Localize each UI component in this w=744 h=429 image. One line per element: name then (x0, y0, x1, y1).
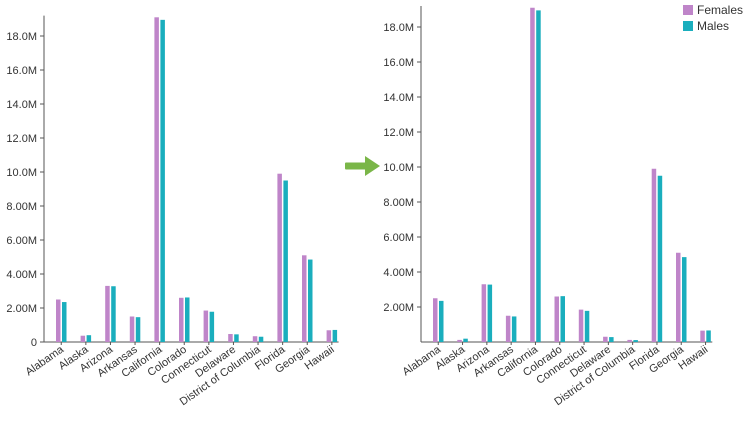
y-tick-label: 10.0M (6, 167, 37, 179)
bar-females-connecticut (203, 310, 209, 342)
bar-males-district-of-columbia (633, 340, 638, 342)
y-tick-label: 4.00M (383, 267, 414, 279)
bar-females-connecticut (578, 309, 584, 342)
bar-males-arkansas (135, 317, 141, 342)
bar-females-florida (651, 168, 657, 342)
bar-males-california (160, 19, 165, 342)
bar-females-alaska (80, 335, 86, 342)
bar-males-hawaii (332, 329, 338, 342)
bar-males-district-of-columbia (258, 336, 264, 342)
bar-females-arizona (481, 284, 487, 342)
bar-females-delaware (603, 336, 608, 342)
bar-males-florida (657, 175, 663, 342)
bar-males-arizona (111, 286, 116, 342)
legend-swatch-males (683, 21, 693, 31)
chart-legend: Females Males (683, 3, 743, 33)
bar-females-colorado (179, 297, 184, 342)
bar-males-colorado (560, 296, 565, 342)
bar-males-colorado (185, 297, 190, 342)
right-bar-chart: 2.00M 4.00M 6.00M 8.00M 10.0M 12.0M 14.0M 16.0M… (383, 6, 713, 408)
y-tick-label: 2.00M (383, 302, 414, 314)
y-tick-label: 0 (31, 337, 37, 349)
y-tick-label: 16.0M (383, 57, 414, 69)
bar-females-delaware (228, 334, 233, 342)
y-tick-label: 6.00M (383, 232, 414, 244)
bar-females-alaska (457, 339, 462, 342)
right-arrow-icon (345, 156, 380, 176)
bar-females-hawaii (326, 330, 332, 342)
bar-females-hawaii (700, 330, 705, 342)
y-tick-label: 12.0M (6, 133, 37, 145)
y-tick-label: 6.00M (6, 235, 37, 247)
bar-males-georgia (682, 257, 687, 342)
legend-label-males: Males (697, 19, 729, 33)
y-tick-label: 4.00M (6, 269, 37, 281)
bar-females-georgia (676, 252, 681, 342)
bar-males-connecticut (209, 311, 215, 342)
bar-males-delaware (609, 337, 614, 342)
bar-females-alabama (56, 299, 61, 342)
bar-males-florida (283, 180, 288, 342)
y-tick-label: 8.00M (383, 197, 414, 209)
y-tick-label: 8.00M (6, 201, 37, 213)
y-tick-label: 10.0M (383, 162, 414, 174)
bar-females-alabama (433, 298, 438, 342)
bar-females-georgia (302, 255, 307, 342)
bar-males-arizona (487, 284, 493, 342)
bar-males-alabama (62, 302, 67, 342)
y-tick-label: 16.0M (6, 65, 37, 77)
bar-females-arizona (105, 285, 110, 342)
bar-females-florida (277, 173, 282, 342)
bar-females-california (530, 7, 535, 342)
bar-females-arkansas (505, 315, 511, 342)
bar-females-district-of-columbia (252, 336, 258, 342)
bar-males-california (536, 10, 541, 342)
y-tick-label: 18.0M (6, 31, 37, 43)
bar-males-alaska (463, 338, 468, 342)
y-tick-label: 14.0M (383, 92, 414, 104)
y-tick-label: 12.0M (383, 127, 414, 139)
bar-females-arkansas (129, 316, 135, 342)
bar-females-colorado (554, 296, 559, 342)
bar-males-alabama (439, 300, 444, 342)
bar-males-alaska (86, 335, 92, 342)
bar-males-connecticut (584, 310, 590, 342)
bar-males-hawaii (706, 330, 711, 342)
y-tick-label: 2.00M (6, 303, 37, 315)
y-tick-label: 18.0M (383, 22, 414, 34)
left-bar-chart: 0 2.00M 4.00M 6.00M 8.00M 10.0M 12.0M 14.0M 16.0… (6, 15, 339, 408)
legend-label-females: Females (697, 3, 743, 17)
bar-females-california (154, 17, 159, 343)
legend-swatch-females (683, 5, 693, 15)
bar-males-arkansas (511, 316, 517, 342)
bar-males-delaware (234, 334, 239, 342)
bar-females-district-of-columbia (627, 339, 632, 342)
bar-males-georgia (308, 259, 313, 342)
y-tick-label: 14.0M (6, 99, 37, 111)
